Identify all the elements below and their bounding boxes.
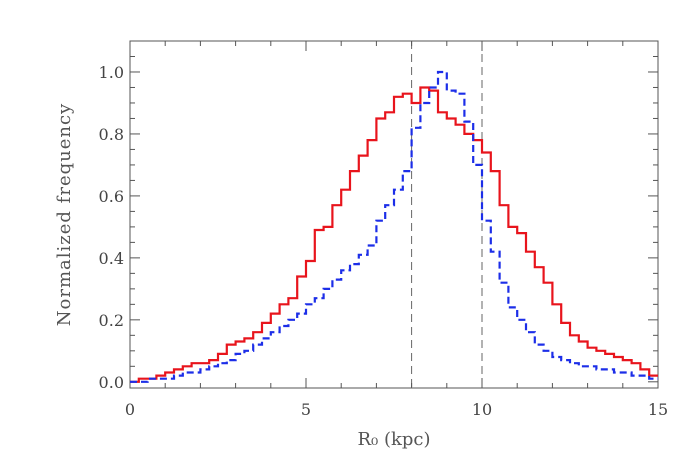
x-tick-label: 0: [125, 400, 135, 419]
axis-ticks: [129, 41, 659, 388]
plot-frame: [129, 40, 659, 389]
y-tick-label: 0.8: [99, 125, 124, 144]
tick-labels: 0 5 10 15 0.0 0.2 0.4 0.6 0.8 1.0: [99, 63, 669, 419]
x-tick-label: 10: [472, 400, 492, 419]
y-tick-label: 0.6: [99, 187, 124, 206]
y-tick-label: 1.0: [99, 63, 124, 82]
y-tick-label: 0.2: [99, 311, 124, 330]
y-tick-label: 0.0: [99, 373, 124, 392]
y-tick-label: 0.4: [99, 249, 124, 268]
histogram-series-dashed: [130, 70, 658, 383]
reference-lines: [411, 41, 483, 388]
y-axis-label: Normalized frequency: [54, 103, 75, 326]
x-tick-label: 15: [648, 400, 668, 419]
histogram-series-solid: [130, 86, 658, 383]
x-axis-label: R₀ (kpc): [357, 429, 430, 450]
series-layer: [130, 70, 658, 383]
x-tick-label: 5: [301, 400, 311, 419]
